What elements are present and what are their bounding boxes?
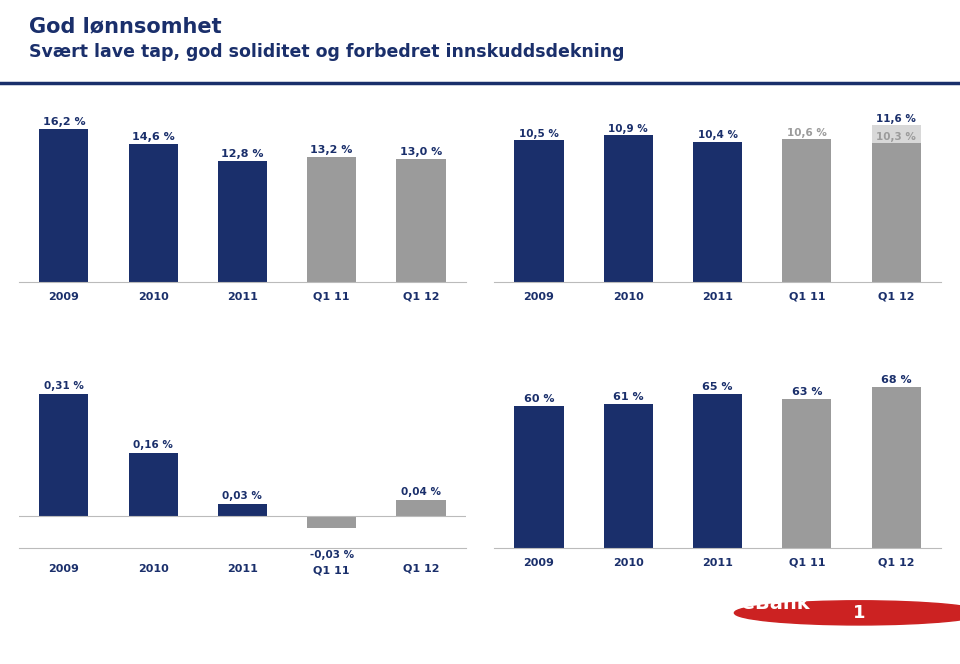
Text: 2010: 2010 — [137, 564, 169, 574]
Text: 61 %: 61 % — [613, 392, 643, 402]
Bar — [782, 139, 831, 282]
Bar — [129, 144, 178, 282]
Text: 2011: 2011 — [227, 564, 258, 574]
Text: 13,0 %: 13,0 % — [399, 147, 443, 157]
Text: 10,5 %: 10,5 % — [519, 129, 559, 139]
Bar — [39, 129, 88, 282]
Bar — [782, 399, 831, 548]
Text: 16,2 %: 16,2 % — [42, 117, 85, 127]
Circle shape — [734, 601, 960, 625]
Text: God lønnsomhet: God lønnsomhet — [29, 17, 222, 37]
Text: Q1 12: Q1 12 — [402, 564, 440, 574]
Bar — [604, 135, 653, 282]
Text: 60 %: 60 % — [524, 394, 554, 404]
Text: Q1 11: Q1 11 — [313, 566, 350, 576]
Bar — [872, 387, 921, 548]
Text: 2009: 2009 — [48, 564, 80, 574]
Text: Tap på utlån i % av totale utlån: Tap på utlån i % av totale utlån — [33, 327, 252, 341]
Text: SpareBank: SpareBank — [691, 594, 810, 613]
Text: Egenkapitalavkastning: Egenkapitalavkastning — [33, 62, 193, 74]
Text: -0,03 %: -0,03 % — [310, 550, 353, 560]
Text: Kjernekapitaldekning: Kjernekapitaldekning — [508, 52, 659, 66]
Text: 10,6 %: 10,6 % — [787, 127, 827, 137]
Bar — [218, 161, 267, 282]
Text: 0,31 %: 0,31 % — [44, 381, 84, 391]
Text: Svært lave tap, god soliditet og forbedret innskuddsdekning: Svært lave tap, god soliditet og forbedr… — [29, 43, 624, 61]
Bar — [693, 141, 742, 282]
Text: 14,6 %: 14,6 % — [132, 131, 175, 141]
Bar — [693, 394, 742, 548]
Bar — [39, 394, 88, 517]
Text: (med proforma tall emisjoner Q1 12): (med proforma tall emisjoner Q1 12) — [508, 74, 712, 84]
Text: Innskuddsdekning: Innskuddsdekning — [508, 327, 636, 340]
Bar — [872, 125, 921, 143]
Text: 65 %: 65 % — [703, 382, 732, 392]
Bar — [307, 157, 356, 282]
Text: Q1 2012: Q1 2012 — [77, 625, 135, 638]
Bar — [218, 505, 267, 517]
Bar — [396, 159, 445, 282]
Bar — [515, 406, 564, 548]
Text: 13,2 %: 13,2 % — [310, 145, 353, 155]
Text: 11,6 %: 11,6 % — [876, 114, 916, 124]
Text: SMN: SMN — [787, 633, 818, 648]
Text: 10,9 %: 10,9 % — [609, 124, 648, 133]
Text: 7: 7 — [29, 587, 39, 602]
Text: 68 %: 68 % — [881, 375, 911, 385]
Text: 0,16 %: 0,16 % — [133, 440, 173, 450]
Text: 12,8 %: 12,8 % — [221, 149, 264, 159]
Bar — [515, 140, 564, 282]
Text: 10,4 %: 10,4 % — [698, 130, 737, 140]
Bar — [307, 517, 356, 528]
Bar — [872, 143, 921, 282]
Text: 63 %: 63 % — [792, 387, 822, 397]
Bar — [396, 501, 445, 517]
Bar — [604, 404, 653, 548]
Text: 10,3 %: 10,3 % — [876, 131, 916, 141]
Text: 1: 1 — [852, 604, 866, 622]
Text: 0,03 %: 0,03 % — [223, 491, 262, 501]
Bar — [129, 454, 178, 517]
Text: 0,04 %: 0,04 % — [401, 487, 441, 497]
